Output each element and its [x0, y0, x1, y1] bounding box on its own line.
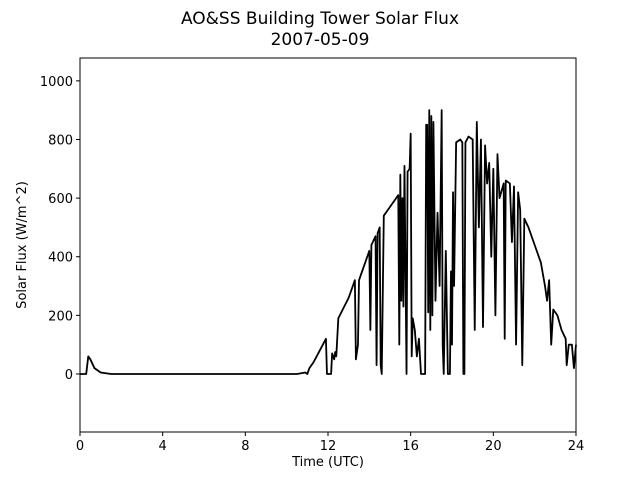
y-tick-label: 800 — [48, 133, 73, 148]
x-axis-label: Time (UTC) — [291, 455, 364, 470]
series-line — [80, 109, 577, 375]
y-tick-label: 400 — [48, 251, 73, 266]
y-tick-label: 0 — [65, 368, 73, 383]
x-tick-label: 0 — [76, 439, 84, 454]
x-tick-label: 8 — [241, 439, 249, 454]
plot-frame — [79, 57, 577, 433]
y-tick-label: 1000 — [40, 75, 73, 90]
y-axis-label: Solar Flux (W/m^2) — [15, 181, 30, 309]
x-tick-label: 4 — [159, 439, 167, 454]
x-tick-label: 12 — [320, 439, 337, 454]
x-tick-label: 16 — [402, 439, 419, 454]
x-tick-label: 24 — [568, 439, 585, 454]
chart-title: AO&SS Building Tower Solar Flux — [181, 9, 459, 29]
y-tick-label: 600 — [48, 192, 73, 207]
y-tick-label: 200 — [48, 309, 73, 324]
chart-subtitle: 2007-05-09 — [271, 30, 370, 50]
x-tick-label: 20 — [485, 439, 502, 454]
